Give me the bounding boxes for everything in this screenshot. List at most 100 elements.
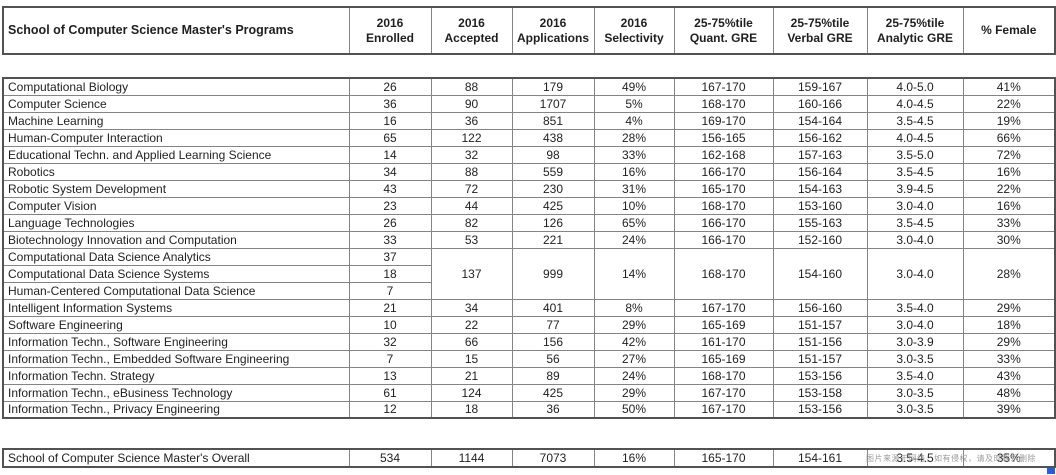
enrolled-cell: 32 xyxy=(348,332,432,351)
program-name-cell: Language Technologies xyxy=(2,213,350,232)
selectivity-cell: 27% xyxy=(593,349,675,368)
selectivity-cell: 33% xyxy=(593,145,675,164)
selectivity-cell: 49% xyxy=(593,77,675,96)
female-cell: 19% xyxy=(962,111,1056,130)
verbal-gre-cell: 151-157 xyxy=(772,315,868,334)
overall-selectivity-cell: 16% xyxy=(593,448,675,468)
selectivity-cell: 29% xyxy=(593,315,675,334)
enrolled-cell: 7 xyxy=(348,281,432,300)
table-row: Computational Data Science Systems 18 xyxy=(2,264,1055,283)
accepted-cell: 122 xyxy=(430,128,513,147)
analytic-gre-cell: 3.9-4.5 xyxy=(866,179,964,198)
selectivity-cell: 24% xyxy=(593,366,675,385)
applications-cell: 401 xyxy=(511,298,595,317)
enrolled-cell: 14 xyxy=(348,145,432,164)
accepted-cell: 53 xyxy=(430,230,513,249)
overall-row: School of Computer Science Master's Over… xyxy=(2,448,1056,468)
analytic-gre-cell: 3.0-3.5 xyxy=(866,383,964,402)
applications-cell: 89 xyxy=(511,366,595,385)
table-row: Computational Biology 26 88 179 49% 167-170 15… xyxy=(2,77,1056,96)
enrolled-cell: 33 xyxy=(348,230,432,249)
col-header-quant-gre: 25-75%tile Quant. GRE xyxy=(673,6,774,55)
quant-gre-cell: 166-170 xyxy=(673,213,774,232)
table-row: Computational Data Science Analytics 37 13… xyxy=(2,247,1056,300)
applications-cell: 77 xyxy=(511,315,595,334)
col-header-female: % Female xyxy=(962,6,1056,55)
analytic-gre-cell: 3.5-4.5 xyxy=(866,213,964,232)
verbal-gre-cell: 155-163 xyxy=(772,213,868,232)
selectivity-cell: 28% xyxy=(593,128,675,147)
selectivity-cell: 50% xyxy=(593,400,675,419)
verbal-gre-cell: 153-156 xyxy=(772,366,868,385)
accepted-cell: 88 xyxy=(430,77,513,96)
enrolled-cell: 12 xyxy=(348,400,432,419)
analytic-gre-cell: 3.5-4.5 xyxy=(866,111,964,130)
applications-cell: 98 xyxy=(511,145,595,164)
verbal-gre-cell: 154-160 xyxy=(772,247,868,300)
program-name-cell: Computer Science xyxy=(2,94,350,113)
analytic-gre-cell: 4.0-4.5 xyxy=(866,128,964,147)
enrolled-cell: 7 xyxy=(348,349,432,368)
quant-gre-cell: 168-170 xyxy=(673,94,774,113)
quant-gre-cell: 167-170 xyxy=(673,400,774,419)
overall-applications-cell: 7073 xyxy=(511,448,595,468)
programs-table-body: Computational Biology 26 88 179 49% 167-170 15… xyxy=(2,77,1056,419)
quant-gre-cell: 165-170 xyxy=(673,179,774,198)
table-row: Computer Science 36 90 1707 5% 168-170 160-166… xyxy=(2,94,1056,113)
applications-cell: 425 xyxy=(511,383,595,402)
verbal-gre-cell: 152-160 xyxy=(772,230,868,249)
verbal-gre-cell: 157-163 xyxy=(772,145,868,164)
quant-gre-cell: 166-170 xyxy=(673,230,774,249)
enrolled-cell: 61 xyxy=(348,383,432,402)
verbal-gre-cell: 156-162 xyxy=(772,128,868,147)
verbal-gre-cell: 159-167 xyxy=(772,77,868,96)
verbal-gre-cell: 151-156 xyxy=(772,332,868,351)
selectivity-cell: 14% xyxy=(593,247,675,300)
enrolled-cell: 18 xyxy=(348,264,432,283)
overall-program-cell: School of Computer Science Master's Over… xyxy=(2,448,350,468)
accepted-cell: 21 xyxy=(430,366,513,385)
overall-verbal-gre-cell: 154-161 xyxy=(772,448,868,468)
verbal-gre-cell: 153-160 xyxy=(772,196,868,215)
quant-gre-cell: 168-170 xyxy=(673,366,774,385)
analytic-gre-cell: 3.0-3.9 xyxy=(866,332,964,351)
program-name-cell: Information Techn., Privacy Engineering xyxy=(2,400,350,419)
accepted-cell: 32 xyxy=(430,145,513,164)
selectivity-cell: 24% xyxy=(593,230,675,249)
female-cell: 41% xyxy=(962,77,1056,96)
applications-cell: 36 xyxy=(511,400,595,419)
program-name-cell: Information Techn. Strategy xyxy=(2,366,350,385)
female-cell: 16% xyxy=(962,162,1056,181)
female-cell: 33% xyxy=(962,213,1056,232)
program-name-cell: Information Techn., eBusiness Technology xyxy=(2,383,350,402)
female-cell: 30% xyxy=(962,230,1056,249)
enrolled-cell: 37 xyxy=(348,247,432,266)
quant-gre-cell: 167-170 xyxy=(673,383,774,402)
applications-cell: 56 xyxy=(511,349,595,368)
analytic-gre-cell: 3.5-5.0 xyxy=(866,145,964,164)
analytic-gre-cell: 3.0-4.0 xyxy=(866,315,964,334)
table-row: Information Techn., eBusiness Technology… xyxy=(2,383,1056,402)
applications-cell: 1707 xyxy=(511,94,595,113)
table-row: Human-Computer Interaction 65 122 438 28% 156… xyxy=(2,128,1056,147)
accepted-cell: 36 xyxy=(430,111,513,130)
accepted-cell: 124 xyxy=(430,383,513,402)
accepted-cell: 34 xyxy=(430,298,513,317)
applications-cell: 221 xyxy=(511,230,595,249)
female-cell: 28% xyxy=(962,247,1056,300)
enrolled-cell: 43 xyxy=(348,179,432,198)
female-cell: 29% xyxy=(962,298,1056,317)
applications-cell: 438 xyxy=(511,128,595,147)
female-cell: 22% xyxy=(962,179,1056,198)
overall-enrolled-cell: 534 xyxy=(348,448,432,468)
analytic-gre-cell: 4.0-5.0 xyxy=(866,77,964,96)
female-cell: 18% xyxy=(962,315,1056,334)
overall-accepted-cell: 1144 xyxy=(430,448,513,468)
accepted-cell: 88 xyxy=(430,162,513,181)
analytic-gre-cell: 4.0-4.5 xyxy=(866,94,964,113)
table-row: Information Techn., Embedded Software En… xyxy=(2,349,1056,368)
accepted-cell: 137 xyxy=(430,247,513,300)
program-name-cell: Machine Learning xyxy=(2,111,350,130)
selectivity-cell: 4% xyxy=(593,111,675,130)
table-row: Information Techn. Strategy 13 21 89 24% 168-… xyxy=(2,366,1056,385)
